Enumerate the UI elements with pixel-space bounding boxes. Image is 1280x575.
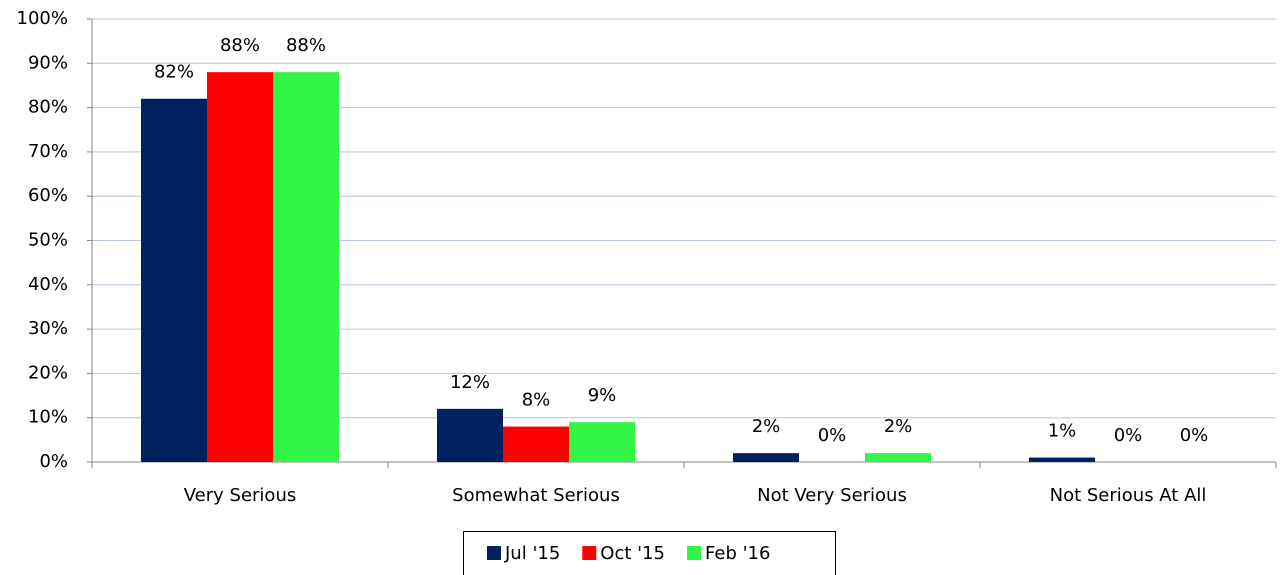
y-tick-label: 100% xyxy=(17,8,68,29)
legend-box xyxy=(463,531,836,575)
bar xyxy=(865,453,931,462)
y-tick-label: 0% xyxy=(39,451,68,472)
x-tick-label: Not Very Serious xyxy=(757,485,907,506)
y-tick-label: 10% xyxy=(28,407,68,428)
value-label: 2% xyxy=(752,416,781,437)
y-tick-label: 90% xyxy=(28,52,68,73)
y-tick-label: 70% xyxy=(28,141,68,162)
y-tick-label: 50% xyxy=(28,230,68,251)
bar xyxy=(141,98,207,463)
legend-label: Oct '15 xyxy=(600,543,665,564)
legend-swatch xyxy=(487,546,501,560)
legend-label: Feb '16 xyxy=(705,543,770,564)
bar xyxy=(437,408,503,462)
legend-label: Jul '15 xyxy=(504,543,560,564)
bar xyxy=(503,426,569,462)
value-label: 0% xyxy=(818,425,847,446)
y-tick-label: 30% xyxy=(28,318,68,339)
value-label: 1% xyxy=(1048,421,1077,442)
value-label: 82% xyxy=(154,62,194,83)
legend-swatch xyxy=(687,546,701,560)
y-tick-label: 40% xyxy=(28,274,68,295)
value-label: 88% xyxy=(220,35,260,56)
value-label: 0% xyxy=(1114,425,1143,446)
value-label: 8% xyxy=(522,390,551,411)
value-label: 2% xyxy=(884,416,913,437)
value-label: 0% xyxy=(1180,425,1209,446)
y-tick-label: 20% xyxy=(28,362,68,383)
x-tick-label: Somewhat Serious xyxy=(452,485,620,506)
x-tick-label: Very Serious xyxy=(184,485,296,506)
value-label: 12% xyxy=(450,372,490,393)
bar xyxy=(207,72,273,462)
x-tick-label: Not Serious At All xyxy=(1050,485,1207,506)
y-tick-label: 80% xyxy=(28,97,68,118)
legend-swatch xyxy=(582,546,597,560)
y-tick-label: 60% xyxy=(28,185,68,206)
value-label: 9% xyxy=(588,385,617,406)
bar xyxy=(273,72,339,462)
bar xyxy=(733,453,799,462)
value-label: 88% xyxy=(286,35,326,56)
bar xyxy=(1029,457,1095,462)
bar xyxy=(569,422,635,462)
